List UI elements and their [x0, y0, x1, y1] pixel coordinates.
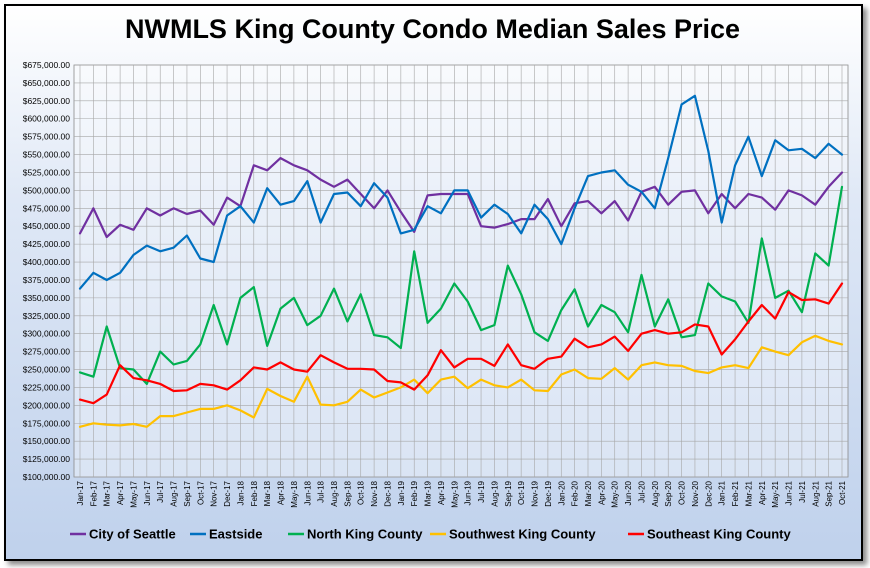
x-tick-label: Jan-21 — [718, 480, 727, 505]
y-tick-label: $575,000.00 — [23, 132, 71, 142]
x-tick-label: Mar-21 — [744, 480, 753, 506]
x-tick-label: Dec-20 — [704, 480, 713, 506]
x-tick-label: Jul-17 — [156, 480, 165, 502]
x-tick-label: Jul-19 — [477, 480, 486, 502]
x-tick-label: May-19 — [450, 480, 459, 507]
x-tick-label: Mar-18 — [263, 480, 272, 506]
x-tick-label: Aug-21 — [811, 480, 820, 506]
y-tick-label: $525,000.00 — [23, 167, 71, 177]
y-tick-label: $150,000.00 — [23, 436, 71, 446]
plot-area — [73, 64, 849, 478]
x-tick-label: Oct-20 — [678, 480, 687, 505]
series-line-southeast-king-county — [78, 282, 844, 405]
x-tick-label: Feb-19 — [410, 480, 419, 506]
x-tick-label: Sep-20 — [664, 480, 673, 506]
y-tick-label: $600,000.00 — [23, 114, 71, 124]
x-tick-label: Aug-20 — [651, 480, 660, 506]
x-tick-label: Jun-20 — [624, 480, 633, 505]
x-tick-label: Mar-17 — [103, 480, 112, 506]
legend-label-eastside: Eastside — [209, 527, 262, 542]
x-tick-label: Feb-18 — [250, 480, 259, 506]
x-tick-label: Jun-18 — [303, 480, 312, 505]
x-tick-label: Sep-17 — [183, 480, 192, 506]
y-tick-label: $550,000.00 — [23, 150, 71, 160]
x-tick-label: Oct-21 — [838, 480, 847, 505]
legend-label-city-of-seattle: City of Seattle — [89, 527, 176, 542]
x-tick-label: Sep-18 — [343, 480, 352, 506]
x-tick-label: Jan-19 — [397, 480, 406, 505]
x-tick-label: Feb-21 — [731, 480, 740, 506]
chart-title: NWMLS King County Condo Median Sales Pri… — [124, 14, 741, 44]
x-tick-label: Mar-20 — [584, 480, 593, 506]
x-tick-label: May-18 — [290, 480, 299, 507]
y-tick-label: $250,000.00 — [23, 365, 71, 375]
x-tick-label: Apr-17 — [116, 480, 125, 505]
y-tick-label: $475,000.00 — [23, 203, 71, 213]
y-tick-label: $650,000.00 — [23, 78, 71, 88]
x-tick-label: Nov-17 — [210, 480, 219, 506]
x-tick-label: Aug-17 — [170, 480, 179, 506]
x-tick-label: Jun-17 — [143, 480, 152, 505]
x-tick-label: Jun-19 — [464, 480, 473, 505]
y-tick-label: $325,000.00 — [23, 311, 71, 321]
y-tick-label: $125,000.00 — [23, 454, 71, 464]
x-tick-label: Jul-18 — [317, 480, 326, 502]
x-tick-label: Apr-20 — [597, 480, 606, 505]
x-tick-label: Oct-17 — [196, 480, 205, 505]
y-tick-label: $100,000.00 — [23, 472, 71, 482]
x-tick-label: May-20 — [611, 480, 620, 507]
x-tick-label: Sep-19 — [504, 480, 513, 506]
x-tick-label: Nov-20 — [691, 480, 700, 506]
y-tick-label: $350,000.00 — [23, 293, 71, 303]
x-tick-label: Aug-19 — [490, 480, 499, 506]
y-tick-label: $400,000.00 — [23, 257, 71, 267]
x-tick-label: Oct-19 — [517, 480, 526, 505]
x-tick-label: Jan-18 — [236, 480, 245, 505]
x-tick-label: Jan-20 — [557, 480, 566, 505]
x-tick-label: Nov-19 — [531, 480, 540, 506]
x-tick-label: Aug-18 — [330, 480, 339, 506]
x-tick-label: Jul-21 — [798, 480, 807, 502]
legend-label-southeast-king-county: Southeast King County — [647, 527, 791, 542]
legend-label-north-king-county: North King County — [307, 527, 423, 542]
y-tick-label: $675,000.00 — [23, 60, 71, 70]
y-tick-label: $275,000.00 — [23, 347, 71, 357]
y-tick-label: $375,000.00 — [23, 275, 71, 285]
x-tick-label: May-21 — [771, 480, 780, 507]
legend-label-southwest-king-county: Southwest King County — [449, 527, 596, 542]
x-tick-label: Jun-21 — [785, 480, 794, 505]
x-tick-label: Jul-20 — [637, 480, 646, 502]
x-tick-label: Oct-18 — [357, 480, 366, 505]
series-line-southwest-king-county — [78, 334, 844, 428]
series-line-north-king-county — [78, 185, 844, 385]
y-tick-label: $200,000.00 — [23, 400, 71, 410]
series-line-eastside — [78, 94, 844, 290]
x-tick-label: Mar-19 — [424, 480, 433, 506]
x-tick-label: Feb-20 — [571, 480, 580, 506]
x-tick-label: Apr-19 — [437, 480, 446, 505]
y-tick-label: $500,000.00 — [23, 185, 71, 195]
x-tick-label: Nov-18 — [370, 480, 379, 506]
y-tick-label: $175,000.00 — [23, 418, 71, 428]
y-tick-label: $225,000.00 — [23, 382, 71, 392]
x-tick-label: Dec-18 — [383, 480, 392, 506]
x-tick-label: Feb-17 — [89, 480, 98, 506]
x-tick-label: Apr-18 — [277, 480, 286, 505]
x-tick-label: Apr-21 — [758, 480, 767, 505]
y-tick-label: $425,000.00 — [23, 239, 71, 249]
y-tick-label: $300,000.00 — [23, 329, 71, 339]
y-tick-label: $450,000.00 — [23, 221, 71, 231]
x-tick-label: Dec-17 — [223, 480, 232, 506]
x-tick-label: Dec-19 — [544, 480, 553, 506]
x-tick-label: Jan-17 — [76, 480, 85, 505]
chart-frame — [4, 4, 863, 561]
y-tick-label: $625,000.00 — [23, 96, 71, 106]
x-tick-label: Sep-21 — [825, 480, 834, 506]
x-tick-label: May-17 — [129, 480, 138, 507]
series-line-city-of-seattle — [78, 157, 844, 239]
